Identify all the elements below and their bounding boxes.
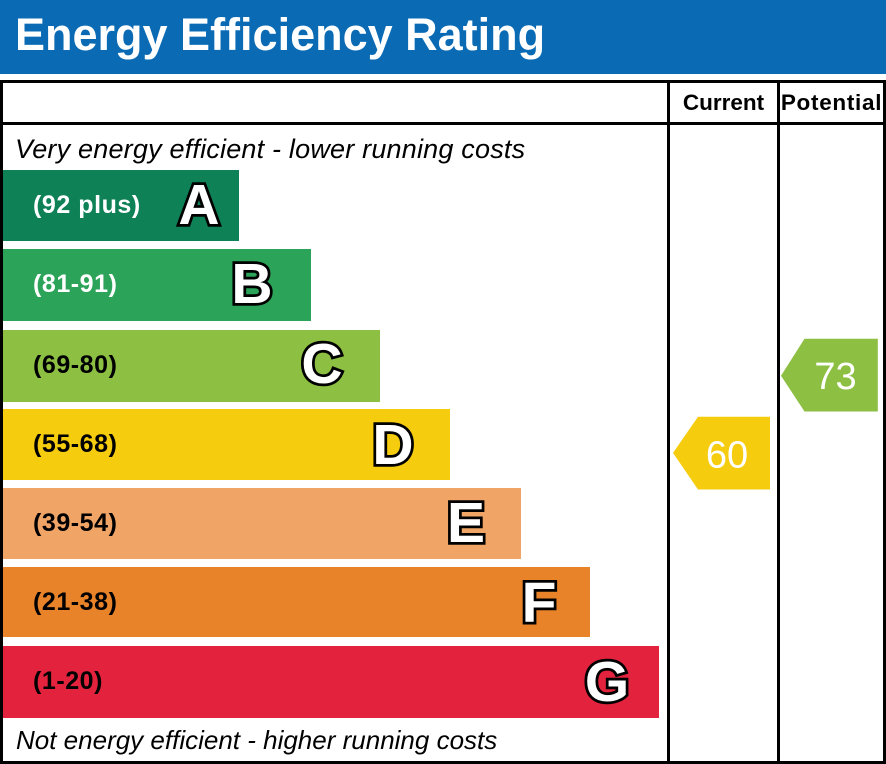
svg-text:D: D bbox=[372, 413, 413, 474]
svg-text:C: C bbox=[301, 332, 342, 393]
svg-text:G: G bbox=[585, 650, 629, 711]
svg-text:F: F bbox=[522, 571, 557, 632]
svg-text:B: B bbox=[231, 252, 272, 313]
svg-text:E: E bbox=[447, 491, 485, 552]
svg-text:73: 73 bbox=[814, 356, 856, 398]
svg-text:60: 60 bbox=[706, 435, 748, 477]
svg-text:A: A bbox=[178, 173, 219, 234]
